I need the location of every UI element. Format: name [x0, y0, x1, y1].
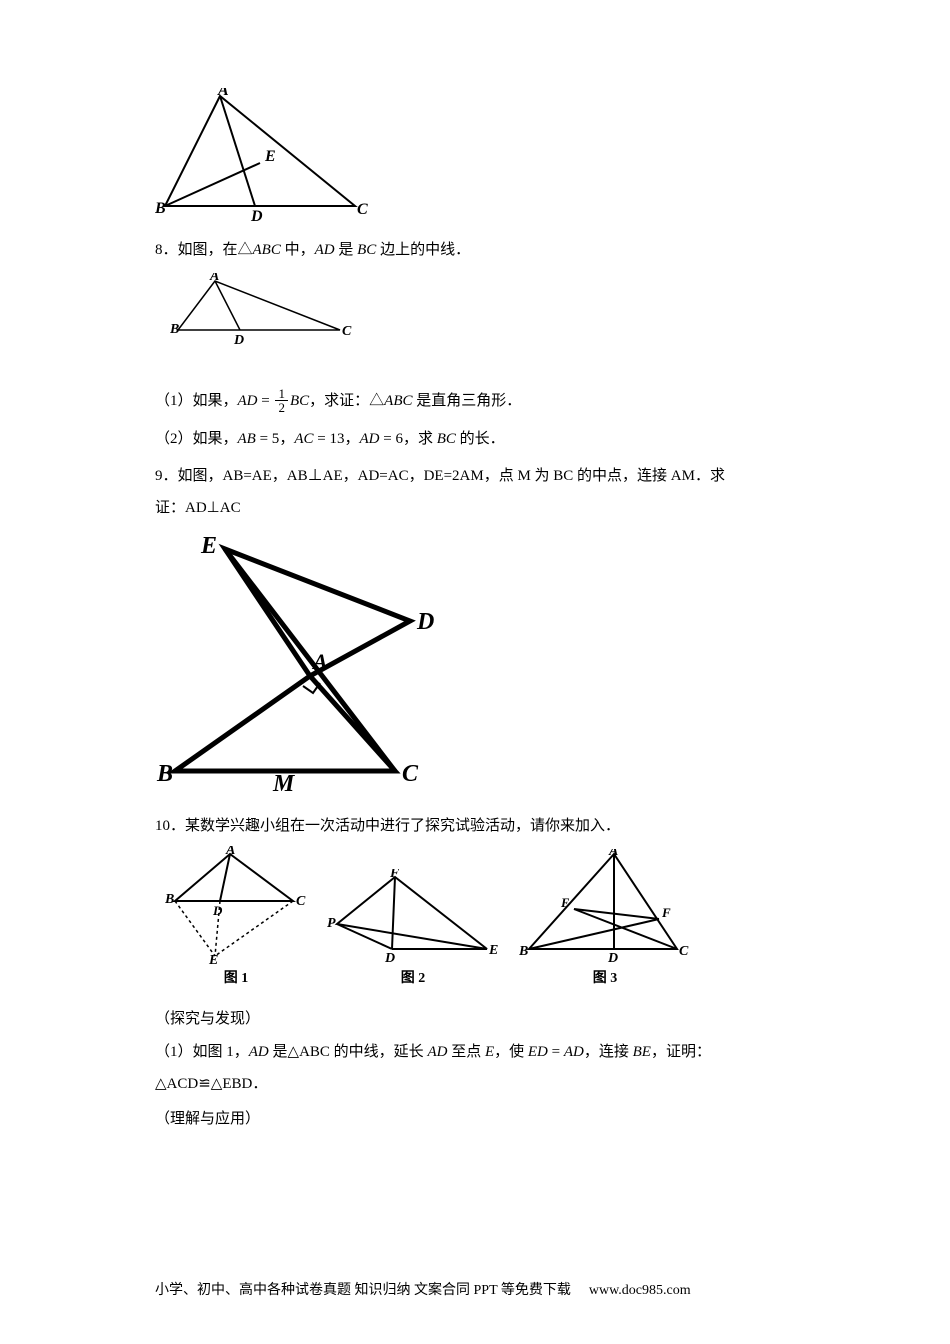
label-B: B	[156, 761, 173, 787]
p8s2-eq3: = 6	[379, 431, 402, 447]
label-F: F	[389, 869, 400, 881]
label-C: C	[357, 201, 368, 218]
p8s1-frac: 12	[275, 387, 288, 415]
label-B: B	[170, 322, 179, 337]
caption-1: 图 1	[224, 967, 249, 987]
label-E: E	[560, 895, 570, 910]
label-C: C	[402, 761, 419, 787]
p10s1-mid2: 的中线，延长	[330, 1044, 428, 1060]
label-A: A	[311, 649, 328, 674]
problem-8-sub2: （2）如果，AB = 5，AC = 13，AD = 6，求 BC 的长．	[155, 425, 795, 454]
label-C: C	[679, 944, 689, 959]
label-E: E	[488, 943, 498, 958]
problem-8-statement: 8．如图，在△ABC 中，AD 是 BC 边上的中线．	[155, 236, 795, 265]
p8s2-eq1: = 5	[256, 431, 279, 447]
label-C: C	[296, 894, 306, 909]
p8s2-sep2: ，	[344, 431, 359, 447]
caption-2: 图 2	[401, 967, 426, 987]
label-D: D	[233, 333, 244, 345]
label-D: D	[212, 903, 223, 918]
page-footer: 小学、初中、高中各种试卷真题 知识归纳 文案合同 PPT 等免费下载 www.do…	[155, 1279, 795, 1299]
label-D: D	[250, 208, 263, 223]
problem-8-sub1: （1）如果，AD = 12BC，求证：△ABC 是直角三角形．	[155, 387, 795, 416]
problem-9-line2: 证：AD⊥AC	[155, 494, 795, 523]
p10s1-mid5: ，连接	[584, 1044, 633, 1060]
label-M: M	[272, 771, 296, 793]
label-B: B	[165, 892, 174, 907]
p10s1l2-period: ．	[252, 1076, 267, 1092]
p10s1-be: BE	[633, 1044, 651, 1060]
p8-prefix: 8．如图，在△	[155, 242, 253, 258]
p10s1l2-tri1: △ACD	[155, 1076, 198, 1092]
label-D: D	[416, 609, 434, 635]
p10s1-e: E	[485, 1044, 494, 1060]
p8-tri: ABC	[253, 242, 281, 258]
label-C: C	[342, 324, 352, 339]
p8-suffix: 边上的中线．	[376, 242, 470, 258]
label-D: D	[607, 951, 618, 964]
p10s1-ad3: AD	[564, 1044, 584, 1060]
figure-10-row: A B C D E 图 1 F P D E 图 2	[165, 846, 795, 987]
p8s2-ab: AB	[238, 431, 256, 447]
figure-9: E D A B M C	[155, 531, 795, 798]
p8s2-ac: AC	[294, 431, 313, 447]
p10s1-mid1: 是	[269, 1044, 288, 1060]
p8s2-sep1: ，	[279, 431, 294, 447]
p10s1-tri: △ABC	[288, 1044, 330, 1060]
figure-8: A B C D	[170, 273, 795, 350]
footer-url: www.doc985.com	[589, 1283, 691, 1298]
label-D: D	[384, 951, 395, 964]
p10s1-ad2: AD	[427, 1044, 447, 1060]
footer-text: 小学、初中、高中各种试卷真题 知识归纳 文案合同 PPT 等免费下载	[155, 1283, 571, 1298]
label-B: B	[155, 200, 166, 217]
p10s1-eq: =	[548, 1044, 564, 1060]
label-A: A	[209, 273, 219, 284]
figure-10-1: A B C D E 图 1	[165, 846, 307, 987]
p8-ad: AD	[315, 242, 335, 258]
label-E: E	[200, 533, 217, 559]
problem-10-statement: 10．某数学兴趣小组在一次活动中进行了探究试验活动，请你来加入．	[155, 812, 795, 841]
label-F: F	[661, 905, 671, 920]
p8s1-lhs: AD	[238, 393, 258, 409]
p8s2-eq2: = 13	[314, 431, 345, 447]
figure-10-2: F P D E 图 2	[327, 869, 499, 987]
p8s1-prefix: （1）如果，	[155, 393, 238, 409]
figure-7: A B C D E	[155, 88, 795, 228]
p8s1-eq: =	[258, 393, 274, 409]
p10s1-ad: AD	[249, 1044, 269, 1060]
p10s1l2-cong: ≌	[198, 1076, 211, 1092]
label-E: E	[264, 148, 276, 165]
p10s1-mid4: ，使	[494, 1044, 528, 1060]
problem-9-line1: 9．如图，AB=AE，AB⊥AE，AD=AC，DE=2AM，点 M 为 BC 的…	[155, 462, 795, 491]
p10s1-prefix: （1）如图 1，	[155, 1044, 249, 1060]
p8s2-prefix: （2）如果，	[155, 431, 238, 447]
p8s2-suffix: 的长．	[456, 431, 505, 447]
understand-heading: （理解与应用）	[155, 1105, 795, 1134]
p10s1-ed: ED	[528, 1044, 548, 1060]
p10s1-suffix: ，证明：	[651, 1044, 711, 1060]
p10s1l2-tri2: △EBD	[211, 1076, 253, 1092]
p8s2-mid: ，求	[403, 431, 437, 447]
label-E: E	[208, 953, 218, 964]
p10s1-mid3: 至点	[447, 1044, 485, 1060]
label-P: P	[327, 916, 336, 931]
p8s2-ad: AD	[359, 431, 379, 447]
p8s2-bc: BC	[437, 431, 456, 447]
explore-heading: （探究与发现）	[155, 1005, 795, 1034]
caption-3: 图 3	[593, 967, 618, 987]
p8-mid: 中，	[281, 242, 315, 258]
label-A: A	[225, 846, 235, 858]
p8-bc: BC	[357, 242, 376, 258]
p8s1-tri: ABC	[384, 393, 412, 409]
p8s1-suffix: 是直角三角形．	[413, 393, 522, 409]
problem-10-sub1: （1）如图 1，AD 是△ABC 的中线，延长 AD 至点 E，使 ED = A…	[155, 1038, 795, 1067]
label-B: B	[519, 944, 528, 959]
label-A: A	[608, 849, 618, 859]
p8s1-mid: ，求证：△	[309, 393, 384, 409]
p8s1-rhs: BC	[290, 393, 309, 409]
figure-10-3: A E F B D C 图 3	[519, 849, 691, 987]
label-A: A	[217, 88, 229, 99]
problem-10-sub1-line2: △ACD≌△EBD．	[155, 1070, 795, 1099]
p8-mid2: 是	[335, 242, 358, 258]
